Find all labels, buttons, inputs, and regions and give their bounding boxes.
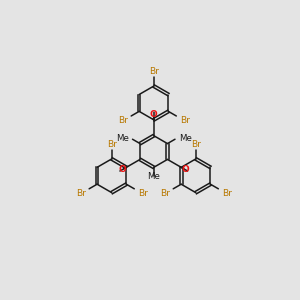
Text: Me: Me bbox=[116, 134, 129, 143]
Text: O: O bbox=[118, 165, 126, 174]
Text: Me: Me bbox=[179, 134, 192, 143]
Text: Br: Br bbox=[107, 140, 117, 149]
Text: Br: Br bbox=[180, 116, 190, 125]
Text: Br: Br bbox=[76, 189, 86, 198]
Text: Br: Br bbox=[191, 140, 201, 149]
Text: Me: Me bbox=[147, 172, 160, 181]
Text: Br: Br bbox=[222, 189, 232, 198]
Text: Br: Br bbox=[118, 116, 128, 125]
Text: O: O bbox=[150, 110, 158, 119]
Text: Br: Br bbox=[160, 189, 170, 198]
Text: Br: Br bbox=[149, 67, 159, 76]
Text: O: O bbox=[182, 165, 190, 174]
Text: Br: Br bbox=[138, 189, 148, 198]
